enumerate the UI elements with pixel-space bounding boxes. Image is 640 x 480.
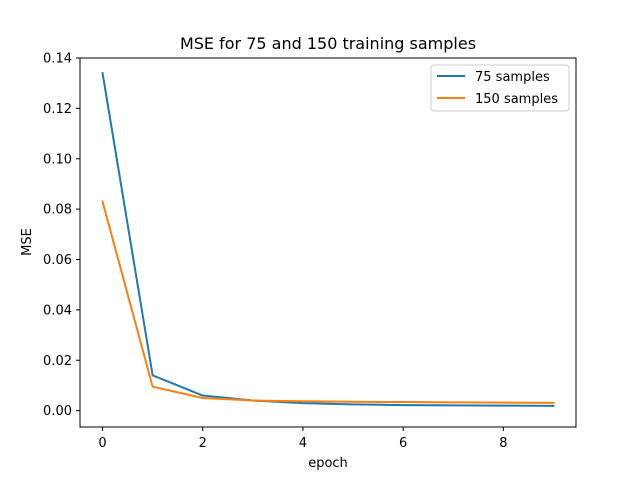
x-axis-label: epoch bbox=[308, 456, 348, 471]
y-tick-label: 0.12 bbox=[43, 102, 72, 117]
series-lines bbox=[101, 71, 555, 407]
series-line-75-samples bbox=[101, 71, 555, 407]
y-tick-label: 0.02 bbox=[43, 354, 72, 369]
x-tick-label: 6 bbox=[399, 436, 407, 451]
plot-area-frame bbox=[79, 57, 577, 428]
legend: 75 samples 150 samples bbox=[430, 64, 570, 112]
legend-label-150-samples: 150 samples bbox=[475, 92, 558, 107]
y-tick-label: 0.10 bbox=[43, 152, 72, 167]
x-tick-label: 0 bbox=[98, 436, 106, 451]
y-tick-label: 0.14 bbox=[43, 52, 72, 67]
legend-box bbox=[430, 64, 570, 112]
y-tick-label: 0.06 bbox=[43, 253, 72, 268]
y-axis-label: MSE bbox=[20, 228, 35, 256]
x-tick-label: 2 bbox=[199, 436, 207, 451]
y-tick-label: 0.04 bbox=[43, 303, 72, 318]
chart-title: MSE for 75 and 150 training samples bbox=[180, 34, 476, 53]
series-line-150-samples bbox=[101, 200, 555, 404]
x-axis-ticks: 0 2 4 6 8 bbox=[98, 427, 507, 451]
x-tick-label: 8 bbox=[499, 436, 507, 451]
legend-label-75-samples: 75 samples bbox=[475, 70, 550, 85]
x-tick-label: 4 bbox=[299, 436, 307, 451]
y-axis-ticks: 0.00 0.02 0.04 0.06 0.08 0.10 0.12 0.14 bbox=[43, 52, 80, 419]
y-tick-label: 0.08 bbox=[43, 203, 72, 218]
y-tick-label: 0.00 bbox=[43, 404, 72, 419]
